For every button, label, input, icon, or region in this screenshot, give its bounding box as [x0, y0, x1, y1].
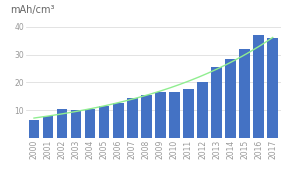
Text: mAh/cm³: mAh/cm³	[10, 5, 55, 15]
Bar	[141, 95, 152, 138]
Bar	[155, 92, 166, 138]
Bar	[71, 110, 82, 138]
Bar	[29, 120, 39, 138]
Bar	[113, 103, 124, 138]
Bar	[268, 38, 278, 138]
Bar	[127, 98, 137, 138]
Bar	[211, 67, 222, 138]
Bar	[239, 49, 250, 138]
Bar	[197, 82, 208, 138]
Bar	[183, 89, 194, 138]
Bar	[43, 116, 53, 138]
Bar	[57, 109, 67, 138]
Bar	[169, 92, 180, 138]
Bar	[253, 35, 264, 138]
Bar	[99, 106, 109, 138]
Bar	[85, 109, 95, 138]
Bar	[225, 59, 236, 138]
